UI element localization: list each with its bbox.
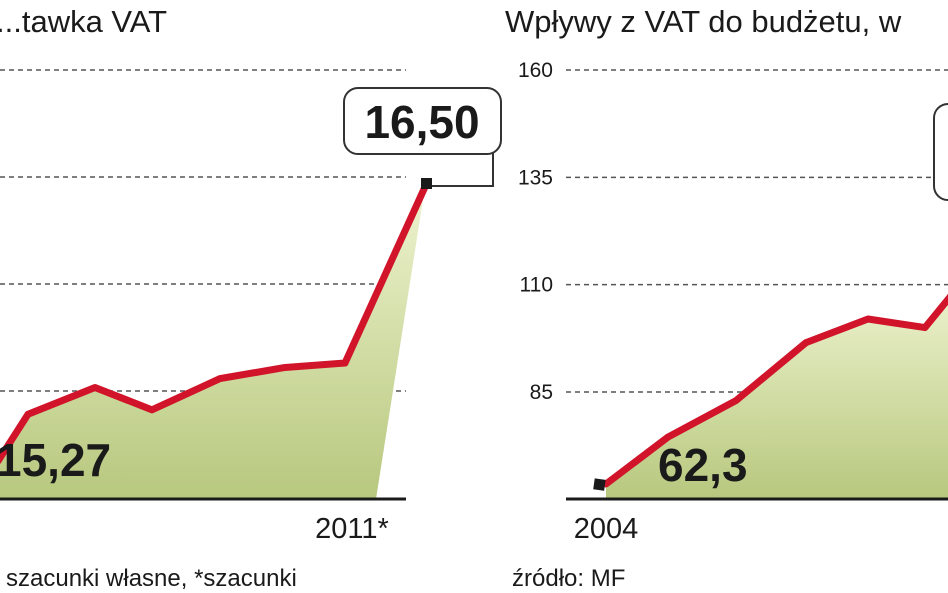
y-tick-label: 135 (518, 166, 553, 189)
y-tick-label: 85 (530, 381, 553, 404)
footnote: źródło: MF (512, 565, 625, 592)
chart-vat-rate: ...tawka VAT 15,27 16,50 2011* szacunki … (0, 4, 502, 592)
chart-title: ...tawka VAT (0, 4, 167, 39)
x-tick-label: 2011* (315, 513, 389, 545)
callout-leader (432, 148, 494, 187)
y-tick-label: 160 (518, 59, 553, 82)
data-label-end: 16,50 (364, 96, 479, 148)
startpoint-marker (593, 478, 606, 491)
chart-title: Wpływy z VAT do budżetu, w (505, 4, 902, 39)
data-label-start: 62,3 (658, 439, 748, 491)
endpoint-marker (421, 178, 432, 189)
callout-box (343, 87, 502, 155)
series-line (0, 183, 429, 464)
footnote: szacunki własne, *szacunki (6, 565, 297, 592)
callout-box (933, 103, 948, 201)
chart-vat-revenue: Wpływy z VAT do budżetu, w 160 135 110 85 6… (505, 4, 948, 592)
area-fill (606, 299, 948, 499)
series-line (602, 293, 948, 488)
data-label-start: 15,27 (0, 434, 111, 486)
y-tick-labels: 160 135 110 85 (518, 59, 553, 404)
area-fill (0, 186, 425, 499)
x-tick-label: 2004 (574, 513, 639, 545)
y-tick-label: 110 (520, 274, 553, 297)
